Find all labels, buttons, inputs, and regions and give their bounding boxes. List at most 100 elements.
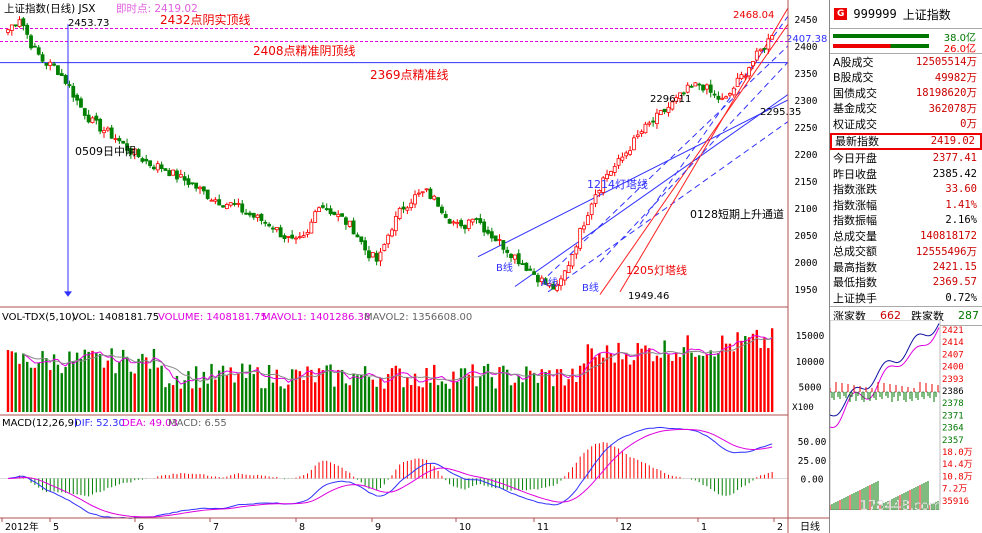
x-tick-label: 2: [777, 522, 783, 533]
vol-bar: [448, 388, 451, 412]
vol-bar: [333, 386, 336, 412]
intraday-chart[interactable]: 2421 2414 2407 2400 2393 2386 2378 2371 2364 2357…: [830, 320, 982, 510]
candle-body: [278, 227, 283, 238]
macd-tick-label: 25.00: [798, 456, 827, 467]
vol-bar: [267, 365, 271, 412]
candle-body: [224, 204, 229, 210]
macd-val: MACD: 6.55: [168, 418, 227, 429]
vol-bar: [632, 360, 636, 412]
candle-body: [75, 94, 80, 101]
vol-bar: [264, 388, 267, 412]
vol-bar: [736, 332, 739, 412]
candle-body: [720, 97, 725, 100]
vol-bar: [563, 385, 566, 412]
index-title: 上证指数(日线) JSX: [4, 2, 96, 15]
candle-body: [251, 212, 256, 218]
candle-body: [478, 218, 483, 224]
dea-line: [7, 428, 773, 518]
candle-body: [559, 278, 563, 287]
quote-row: 基金成交 362078万: [830, 101, 982, 117]
vol-bar: [83, 349, 86, 412]
vol-bar: [552, 386, 555, 412]
quote-row: 指数涨幅 1.41%: [830, 197, 982, 213]
macd-plot: 50.00 25.00 0.00: [0, 426, 827, 519]
candle-body: [44, 62, 49, 66]
quote-row-label: B股成交: [833, 71, 874, 85]
main-chart[interactable]: 2450 2400 2350 2300 2250 2200 2150 2100 2050 2000…: [0, 0, 829, 533]
vol-bar: [10, 351, 14, 412]
down-count: 287: [958, 309, 979, 322]
bar-green-val: 26.0亿: [943, 44, 976, 55]
vol-bar: [248, 364, 252, 412]
vol-bar: [394, 365, 398, 412]
vol-bar: [648, 348, 651, 412]
candle-body: [144, 158, 149, 162]
vol-bar: [206, 383, 209, 412]
vol-bar: [133, 373, 136, 412]
candle-body: [355, 234, 360, 238]
vol-bar: [122, 349, 125, 412]
x-tick-label: 12: [620, 522, 632, 533]
candle-body: [79, 98, 83, 108]
quote-row-value: 2421.15: [932, 260, 977, 273]
candle-body: [351, 220, 356, 235]
vol-bar: [617, 342, 620, 412]
vol-bar: [513, 382, 517, 412]
vol-bar: [674, 352, 678, 412]
vol-bar: [367, 377, 371, 412]
vol-bar: [613, 362, 616, 412]
quote-row-label: 权证成交: [833, 117, 877, 131]
vol-bar: [72, 361, 75, 412]
vol-bar: [417, 386, 421, 412]
candle-body: [393, 216, 398, 232]
trend-lines: [0, 7, 789, 297]
vol-bar: [22, 353, 25, 412]
quote-row-label: 国债成交: [833, 86, 877, 100]
vol-bar: [525, 366, 528, 412]
vol-bar: [621, 359, 624, 412]
vol-bar: [14, 352, 17, 412]
vol-bar: [344, 383, 348, 412]
vol-bar: [390, 368, 394, 412]
candle-body: [336, 213, 341, 218]
vol-bar: [164, 387, 167, 412]
up-count: 662: [880, 309, 901, 322]
vol-bar: [459, 368, 463, 412]
vol-bar: [479, 376, 482, 412]
candle-body: [539, 277, 544, 283]
vol-bar: [45, 358, 48, 412]
candle-body: [578, 228, 583, 249]
vol-bar: [444, 383, 447, 412]
vol-bar: [279, 386, 282, 412]
candle-body: [582, 225, 586, 230]
x-tick-label: 9: [375, 522, 381, 533]
vol-bar: [548, 370, 551, 412]
candle-body: [608, 171, 613, 176]
candle-body: [455, 222, 460, 225]
vol-bar: [494, 388, 497, 412]
candle-body: [658, 110, 663, 115]
candle-body: [524, 262, 529, 271]
vol-bar: [371, 379, 374, 412]
candle-body: [301, 235, 306, 238]
intraday-frame: [830, 320, 941, 510]
mavol2-line: [23, 336, 773, 382]
vol-bar: [770, 328, 774, 412]
candle-body: [716, 95, 721, 100]
period-label[interactable]: 日线: [800, 522, 820, 533]
quote-row-label: 总成交额: [833, 245, 877, 259]
candle-body: [555, 284, 560, 291]
x-tick-label: 5: [53, 522, 59, 533]
candle-body: [678, 92, 682, 99]
vol-bar: [256, 367, 259, 412]
candle-body: [98, 118, 103, 132]
vol-bar: [671, 360, 674, 412]
candle-body: [71, 85, 76, 98]
annotation-label: B线: [582, 281, 599, 294]
vol-bar: [440, 381, 444, 412]
candle-body: [344, 217, 348, 225]
vol-bar: [152, 348, 156, 412]
dif-val: DIF: 52.30: [74, 418, 125, 429]
intraday-tick-label: 2400: [942, 363, 964, 373]
quote-row: 权证成交 0万: [830, 116, 982, 132]
